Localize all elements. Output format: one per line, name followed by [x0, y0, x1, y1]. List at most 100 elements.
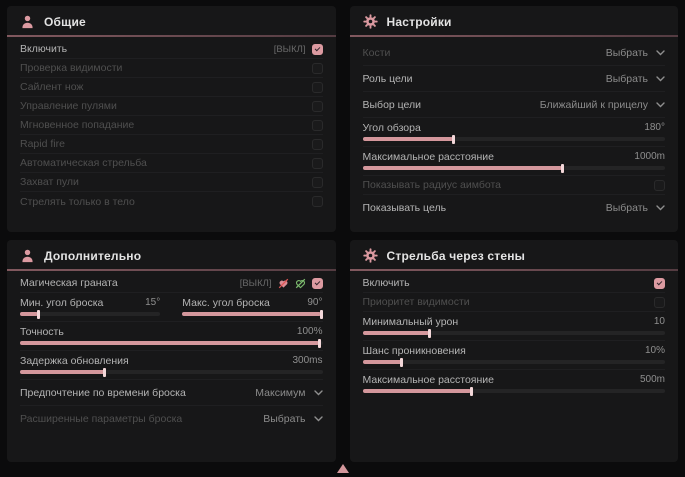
- checkbox[interactable]: [311, 277, 323, 289]
- settings-rows: Включить [ВЫКЛ] Проверка видимости Сайлент …: [7, 37, 336, 211]
- slider-track[interactable]: [20, 367, 323, 377]
- row-controls: [311, 138, 323, 150]
- checkbox[interactable]: [311, 81, 323, 93]
- settings-rows: Включить Приоритет видимости Минимальный у…: [350, 271, 679, 398]
- setting-row[interactable]: Проверка видимости: [20, 59, 323, 78]
- setting-row[interactable]: Автоматическая стрельба: [20, 154, 323, 173]
- checkbox[interactable]: [311, 138, 323, 150]
- slider-header: Макс. угол броска 90°: [182, 296, 322, 309]
- checkbox[interactable]: [311, 157, 323, 169]
- setting-row[interactable]: Сайлент нож: [20, 78, 323, 97]
- gear-icon: [362, 14, 378, 29]
- setting-row[interactable]: Включить [ВЫКЛ]: [20, 40, 323, 59]
- setting-row: Минимальный урон 10: [362, 312, 665, 341]
- slider-track[interactable]: [362, 163, 665, 173]
- dropdown[interactable]: Выбрать: [263, 413, 323, 425]
- setting-label: Включить: [362, 277, 410, 289]
- setting-row[interactable]: Захват пули: [20, 173, 323, 192]
- slider-track[interactable]: [20, 338, 323, 348]
- checkbox[interactable]: [311, 62, 323, 74]
- slider-fill: [362, 360, 402, 364]
- slider-half: Макс. угол броска 90°: [182, 296, 323, 319]
- slider-header: Точность 100%: [20, 325, 323, 338]
- slider-track[interactable]: [20, 309, 161, 319]
- setting-row: Роль цели Выбрать: [362, 66, 665, 92]
- dropdown[interactable]: Выбрать: [606, 47, 665, 59]
- heart-slash-red-icon: [278, 278, 289, 289]
- panel-additional: Дополнительно Магическая граната [ВЫКЛ] Ми…: [7, 240, 336, 462]
- dual-slider: Мин. угол броска 15° Макс. угол броска 90°: [20, 296, 323, 319]
- dropdown[interactable]: Выбрать: [606, 202, 665, 214]
- checkbox[interactable]: [311, 176, 323, 188]
- slider-track[interactable]: [362, 328, 665, 338]
- dropdown-value: Ближайший к прицелу: [539, 98, 648, 111]
- checkbox[interactable]: [654, 179, 665, 191]
- setting-row: Показывать цель Выбрать: [363, 195, 666, 221]
- slider-thumb[interactable]: [560, 163, 564, 173]
- scroll-indicator-icon[interactable]: [337, 464, 349, 473]
- setting-label: Угол обзора: [362, 121, 421, 134]
- slider-thumb[interactable]: [103, 367, 107, 377]
- slider-value: 100%: [296, 326, 323, 337]
- slider-thumb[interactable]: [469, 386, 473, 396]
- setting-row[interactable]: Включить: [362, 274, 665, 293]
- setting-row[interactable]: Приоритет видимости: [362, 293, 665, 312]
- slider-track[interactable]: [362, 386, 665, 396]
- keybind-label[interactable]: [ВЫКЛ]: [239, 277, 272, 289]
- setting-label: Макс. угол броска: [182, 296, 270, 309]
- row-controls: [311, 157, 323, 169]
- setting-row[interactable]: Управление пулями: [20, 97, 323, 116]
- slider-thumb[interactable]: [317, 338, 321, 348]
- checkbox[interactable]: [311, 196, 323, 207]
- dropdown[interactable]: Ближайший к прицелу: [540, 99, 665, 111]
- setting-row[interactable]: Rapid fire: [20, 135, 323, 154]
- row-controls: [654, 179, 665, 191]
- setting-row: Кости Выбрать: [362, 40, 665, 66]
- setting-row[interactable]: Показывать радиус аимбота: [362, 176, 665, 195]
- slider-thumb[interactable]: [36, 309, 40, 319]
- checkbox[interactable]: [311, 119, 323, 131]
- slider-value: 300ms: [292, 355, 323, 366]
- panel-title: Дополнительно: [44, 248, 142, 263]
- slider-fill: [20, 370, 105, 374]
- chevron-down-icon: [313, 389, 323, 396]
- setting-label: Шанс проникновения: [362, 344, 466, 357]
- slider-thumb[interactable]: [400, 357, 404, 367]
- slider-thumb[interactable]: [319, 309, 323, 319]
- dropdown[interactable]: Выбрать: [606, 73, 665, 85]
- setting-label: Проверка видимости: [20, 62, 123, 74]
- chevron-down-icon: [313, 416, 323, 422]
- setting-label: Расширенные параметры броска: [20, 413, 183, 425]
- dropdown-value: Максимум: [255, 386, 306, 399]
- setting-label: Максимальное расстояние: [362, 150, 494, 163]
- panel-title: Общие: [44, 14, 86, 29]
- setting-label: Управление пулями: [20, 100, 117, 112]
- checkbox[interactable]: [654, 296, 665, 308]
- check-icon: [314, 279, 320, 286]
- setting-row: Мин. угол броска 15° Макс. угол броска 90°: [20, 293, 323, 322]
- slider-track[interactable]: [362, 357, 665, 367]
- setting-label: Максимальное расстояние: [362, 373, 494, 386]
- chevron-down-icon: [656, 49, 665, 56]
- heart-slash-green-icon: [295, 278, 306, 289]
- setting-row: Угол обзора 180°: [362, 118, 665, 147]
- setting-row[interactable]: Магическая граната [ВЫКЛ]: [20, 274, 323, 293]
- slider-track[interactable]: [362, 134, 665, 144]
- setting-label: Предпочтение по времени броска: [20, 386, 186, 399]
- dropdown[interactable]: Максимум: [255, 386, 323, 399]
- check-icon: [656, 279, 663, 286]
- setting-row: Максимальное расстояние 1000m: [362, 147, 666, 176]
- checkbox[interactable]: [311, 100, 323, 112]
- slider-track[interactable]: [182, 309, 323, 319]
- setting-row[interactable]: Мгновенное попадание: [20, 116, 323, 135]
- slider-header: Максимальное расстояние 1000m: [363, 150, 666, 163]
- checkbox[interactable]: [654, 277, 665, 289]
- checkbox[interactable]: [311, 43, 323, 55]
- panel-header: Настройки: [350, 6, 679, 35]
- panel-general: Общие Включить [ВЫКЛ] Проверка видимости Са…: [7, 6, 336, 232]
- slider-thumb[interactable]: [427, 328, 431, 338]
- setting-row[interactable]: Стрелять только в тело: [20, 192, 323, 211]
- keybind-label[interactable]: [ВЫКЛ]: [273, 43, 306, 55]
- slider-thumb[interactable]: [451, 134, 455, 144]
- settings-rows: Магическая граната [ВЫКЛ] Мин. угол броска…: [7, 271, 336, 432]
